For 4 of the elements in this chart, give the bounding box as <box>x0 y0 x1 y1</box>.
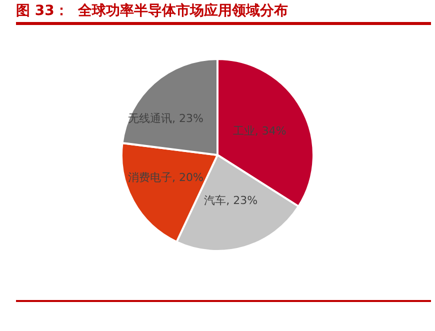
slice-label: 工业, 34% <box>232 124 286 138</box>
chart-title: 图 33： 全球功率半导体市场应用领域分布 <box>16 2 431 25</box>
slice-label: 汽车, 23% <box>204 194 258 207</box>
slice-label: 消费电子, 20% <box>128 170 204 184</box>
